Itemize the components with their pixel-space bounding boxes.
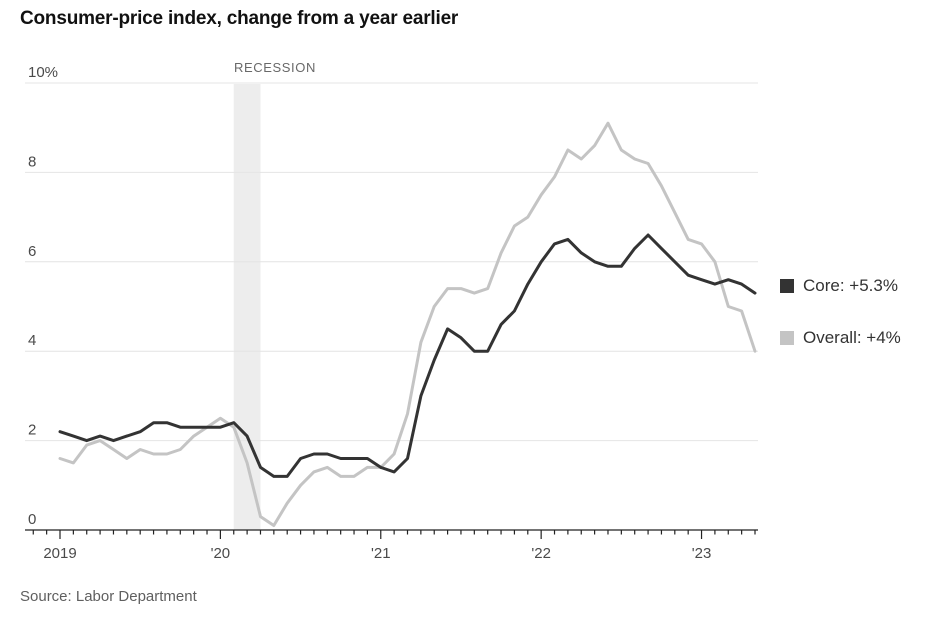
- overall-swatch-icon: [780, 331, 794, 345]
- legend-item-overall: Overall: +4%: [780, 328, 930, 348]
- y-tick-label: 6: [28, 243, 36, 260]
- y-tick-label: 4: [28, 332, 36, 349]
- series-line-overall: [58, 121, 757, 527]
- y-tick-label: 8: [28, 153, 36, 170]
- x-tick-label: '23: [692, 545, 712, 562]
- chart-title: Consumer-price index, change from a year…: [20, 8, 459, 29]
- y-tick-label: 2: [28, 422, 36, 439]
- source-attribution: Source: Labor Department: [20, 588, 197, 605]
- x-tick-label: '21: [371, 545, 391, 562]
- y-tick-label: 0: [28, 511, 36, 528]
- legend-item-core: Core: +5.3%: [780, 276, 930, 296]
- x-tick-label: '22: [531, 545, 551, 562]
- x-tick-label: '20: [211, 545, 231, 562]
- legend-label-overall: Overall: +4%: [803, 328, 901, 347]
- chart-legend: Core: +5.3% Overall: +4%: [780, 276, 930, 380]
- y-axis-unit-label: 10%: [28, 64, 58, 81]
- recession-label: RECESSION: [234, 60, 316, 75]
- core-swatch-icon: [780, 279, 794, 293]
- legend-label-core: Core: +5.3%: [803, 276, 898, 295]
- series-line-core: [58, 233, 757, 478]
- x-tick-label: 2019: [43, 545, 76, 562]
